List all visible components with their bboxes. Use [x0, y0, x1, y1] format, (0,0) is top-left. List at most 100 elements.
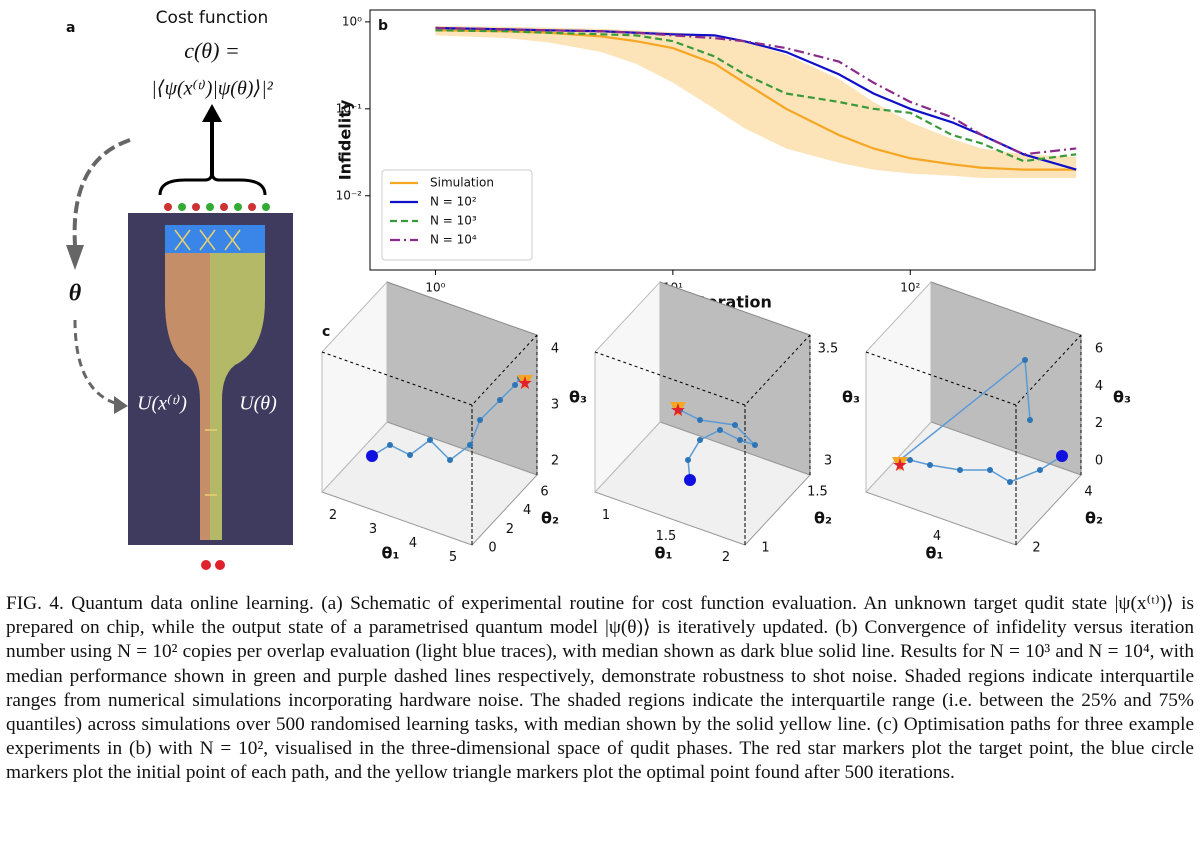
- side-wall: [865, 280, 932, 494]
- series-line: [435, 26, 1077, 171]
- x-tick-label: 10⁰: [425, 281, 445, 295]
- tick-label: 3: [551, 398, 559, 413]
- photon: [201, 560, 211, 570]
- tick-label: 1: [602, 508, 610, 523]
- x-tick-label: 10²: [900, 281, 920, 295]
- path-point: [1027, 417, 1033, 423]
- path-point: [447, 457, 453, 463]
- tick-label: 3.5: [818, 342, 839, 357]
- tick-label: 2: [329, 508, 337, 523]
- interferometers: [174, 229, 241, 496]
- tick-label: 0: [488, 541, 496, 556]
- axis-label: θ₁: [655, 543, 673, 562]
- tick-label: 2: [1095, 416, 1103, 431]
- tick-label: 3: [369, 522, 377, 537]
- tick-label: 3: [824, 454, 832, 469]
- tick-label: 4: [409, 536, 417, 551]
- path-point: [497, 397, 503, 403]
- axis-label: θ₁: [382, 543, 400, 562]
- legend-box: [381, 169, 533, 261]
- tick-label: 2: [1032, 541, 1040, 556]
- path-point: [1037, 467, 1043, 473]
- path-point: [1022, 357, 1028, 363]
- series-line: [435, 29, 1077, 163]
- axis-label: θ₃: [569, 388, 587, 407]
- optimal-point: [517, 375, 533, 389]
- path-point: [717, 427, 723, 433]
- path-point: [987, 467, 993, 473]
- initial-point: [1056, 450, 1068, 462]
- tick-label: 4: [551, 342, 559, 357]
- path-point: [957, 467, 963, 473]
- axis-label: θ₂: [814, 509, 832, 528]
- tick-label: 2: [551, 454, 559, 469]
- tick-label: 4: [523, 503, 531, 518]
- u-model: U(θ): [239, 393, 277, 415]
- axis-label: θ₃: [842, 388, 860, 407]
- iqr-band: [435, 25, 1077, 179]
- caption: FIG. 4. Quantum data online learning. (a…: [6, 593, 1194, 784]
- series-line: [435, 26, 1077, 156]
- initial-point: [684, 474, 696, 486]
- legend-label: Simulation: [430, 176, 494, 190]
- funnel: [165, 253, 265, 540]
- brace: [158, 171, 267, 196]
- tick-label: 6: [1095, 342, 1103, 357]
- arrow-head: [114, 396, 128, 414]
- panel-letter: c: [322, 324, 330, 340]
- overlap-label: |⟨ψ(x⁽ᵗ⁾)|ψ(θ)⟩|²: [151, 78, 273, 100]
- panel-letter: a: [66, 20, 75, 36]
- opt-path: [371, 377, 521, 461]
- tick-label: 6: [540, 485, 548, 500]
- panel-letter: b: [378, 18, 388, 34]
- path-point: [697, 437, 703, 443]
- optimal-point: [892, 457, 908, 471]
- path-point: [737, 437, 743, 443]
- tick-label: 1: [761, 541, 769, 556]
- axis-label: θ₂: [1085, 509, 1103, 528]
- opt-path: [897, 358, 1063, 483]
- target-point: ★: [670, 400, 686, 421]
- path-point: [387, 442, 393, 448]
- path-point: [467, 442, 473, 448]
- path-point: [427, 437, 433, 443]
- path-point: [407, 452, 413, 458]
- photon: [215, 560, 225, 570]
- target-point: ★: [892, 455, 908, 476]
- path-point: [907, 457, 913, 463]
- detectors: [164, 203, 270, 211]
- arrow-head: [66, 245, 84, 270]
- arrow-head: [202, 104, 222, 122]
- cost-label: c(θ) =: [184, 38, 240, 63]
- target-point: ★: [517, 373, 533, 394]
- dashed-arrow: [73, 319, 123, 407]
- box-edges: [865, 334, 1082, 545]
- figure: a Cost function c(θ) = |⟨ψ(x⁽ᵗ⁾)|ψ(θ)⟩|²…: [66, 8, 1131, 570]
- opt-path: [674, 404, 756, 481]
- axis-label: θ₁: [926, 543, 944, 562]
- series-line: [435, 29, 1077, 171]
- dashed-arrow: [72, 138, 131, 246]
- optimal-point: [670, 402, 686, 416]
- path-point: [752, 442, 758, 448]
- tick-label: 5: [449, 550, 457, 565]
- path-point: [927, 462, 933, 468]
- path-point: [477, 417, 483, 423]
- path-point: [512, 382, 518, 388]
- tick-label: 4: [1084, 485, 1092, 500]
- tick-label: 4: [933, 529, 941, 544]
- path-point: [685, 457, 691, 463]
- path-point: [697, 417, 703, 423]
- axis-label: θ₂: [541, 509, 559, 528]
- path-point: [732, 422, 738, 428]
- legend-label: N = 10²: [430, 195, 477, 209]
- path-point: [1007, 479, 1013, 485]
- plots-3d: ★23450246234θ₁θ₂θ₃★11.5211.533.5θ₁θ₂θ₃★4…: [321, 280, 1131, 565]
- tick-label: 0: [1095, 454, 1103, 469]
- tick-label: 1.5: [656, 529, 677, 544]
- side-wall: [321, 280, 388, 494]
- tick-label: 4: [1095, 379, 1103, 394]
- y-tick-label: 10⁻¹: [336, 101, 363, 115]
